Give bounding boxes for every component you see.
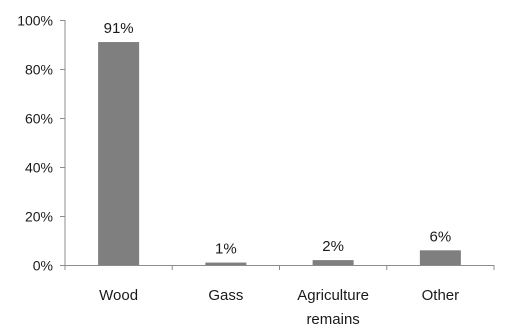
- category-label-line: remains: [306, 311, 359, 326]
- y-tick-label: 20%: [25, 209, 53, 225]
- bar: [98, 42, 140, 265]
- category-label-line: Agriculture: [297, 287, 369, 304]
- category-label-line: Other: [422, 287, 460, 304]
- category-label: Gass: [208, 287, 243, 304]
- y-tick-label: 40%: [25, 160, 53, 176]
- category-label: Agriculture remains: [297, 287, 369, 326]
- data-labels: 91% 1% 2% 6%: [104, 20, 452, 257]
- y-tick-label: 60%: [25, 111, 53, 127]
- category-labels: Wood Gass Agriculture remains Other: [99, 287, 459, 326]
- y-axis: 0% 20% 40% 60% 80% 100%: [17, 13, 66, 274]
- category-label-line: Wood: [99, 287, 138, 304]
- x-axis: [64, 265, 495, 270]
- data-label: 2%: [322, 238, 344, 255]
- bars: [98, 42, 461, 265]
- category-label: Wood: [99, 287, 138, 304]
- data-label: 6%: [430, 228, 452, 245]
- data-label: 1%: [215, 241, 237, 258]
- bar: [419, 250, 461, 265]
- bar: [312, 260, 354, 265]
- category-label: Other: [422, 287, 460, 304]
- y-tick-label: 0%: [33, 258, 53, 274]
- y-tick-label: 80%: [25, 62, 53, 78]
- data-label: 91%: [104, 20, 134, 37]
- category-label-line: Gass: [208, 287, 243, 304]
- bar: [205, 262, 247, 265]
- y-tick-label: 100%: [17, 13, 53, 29]
